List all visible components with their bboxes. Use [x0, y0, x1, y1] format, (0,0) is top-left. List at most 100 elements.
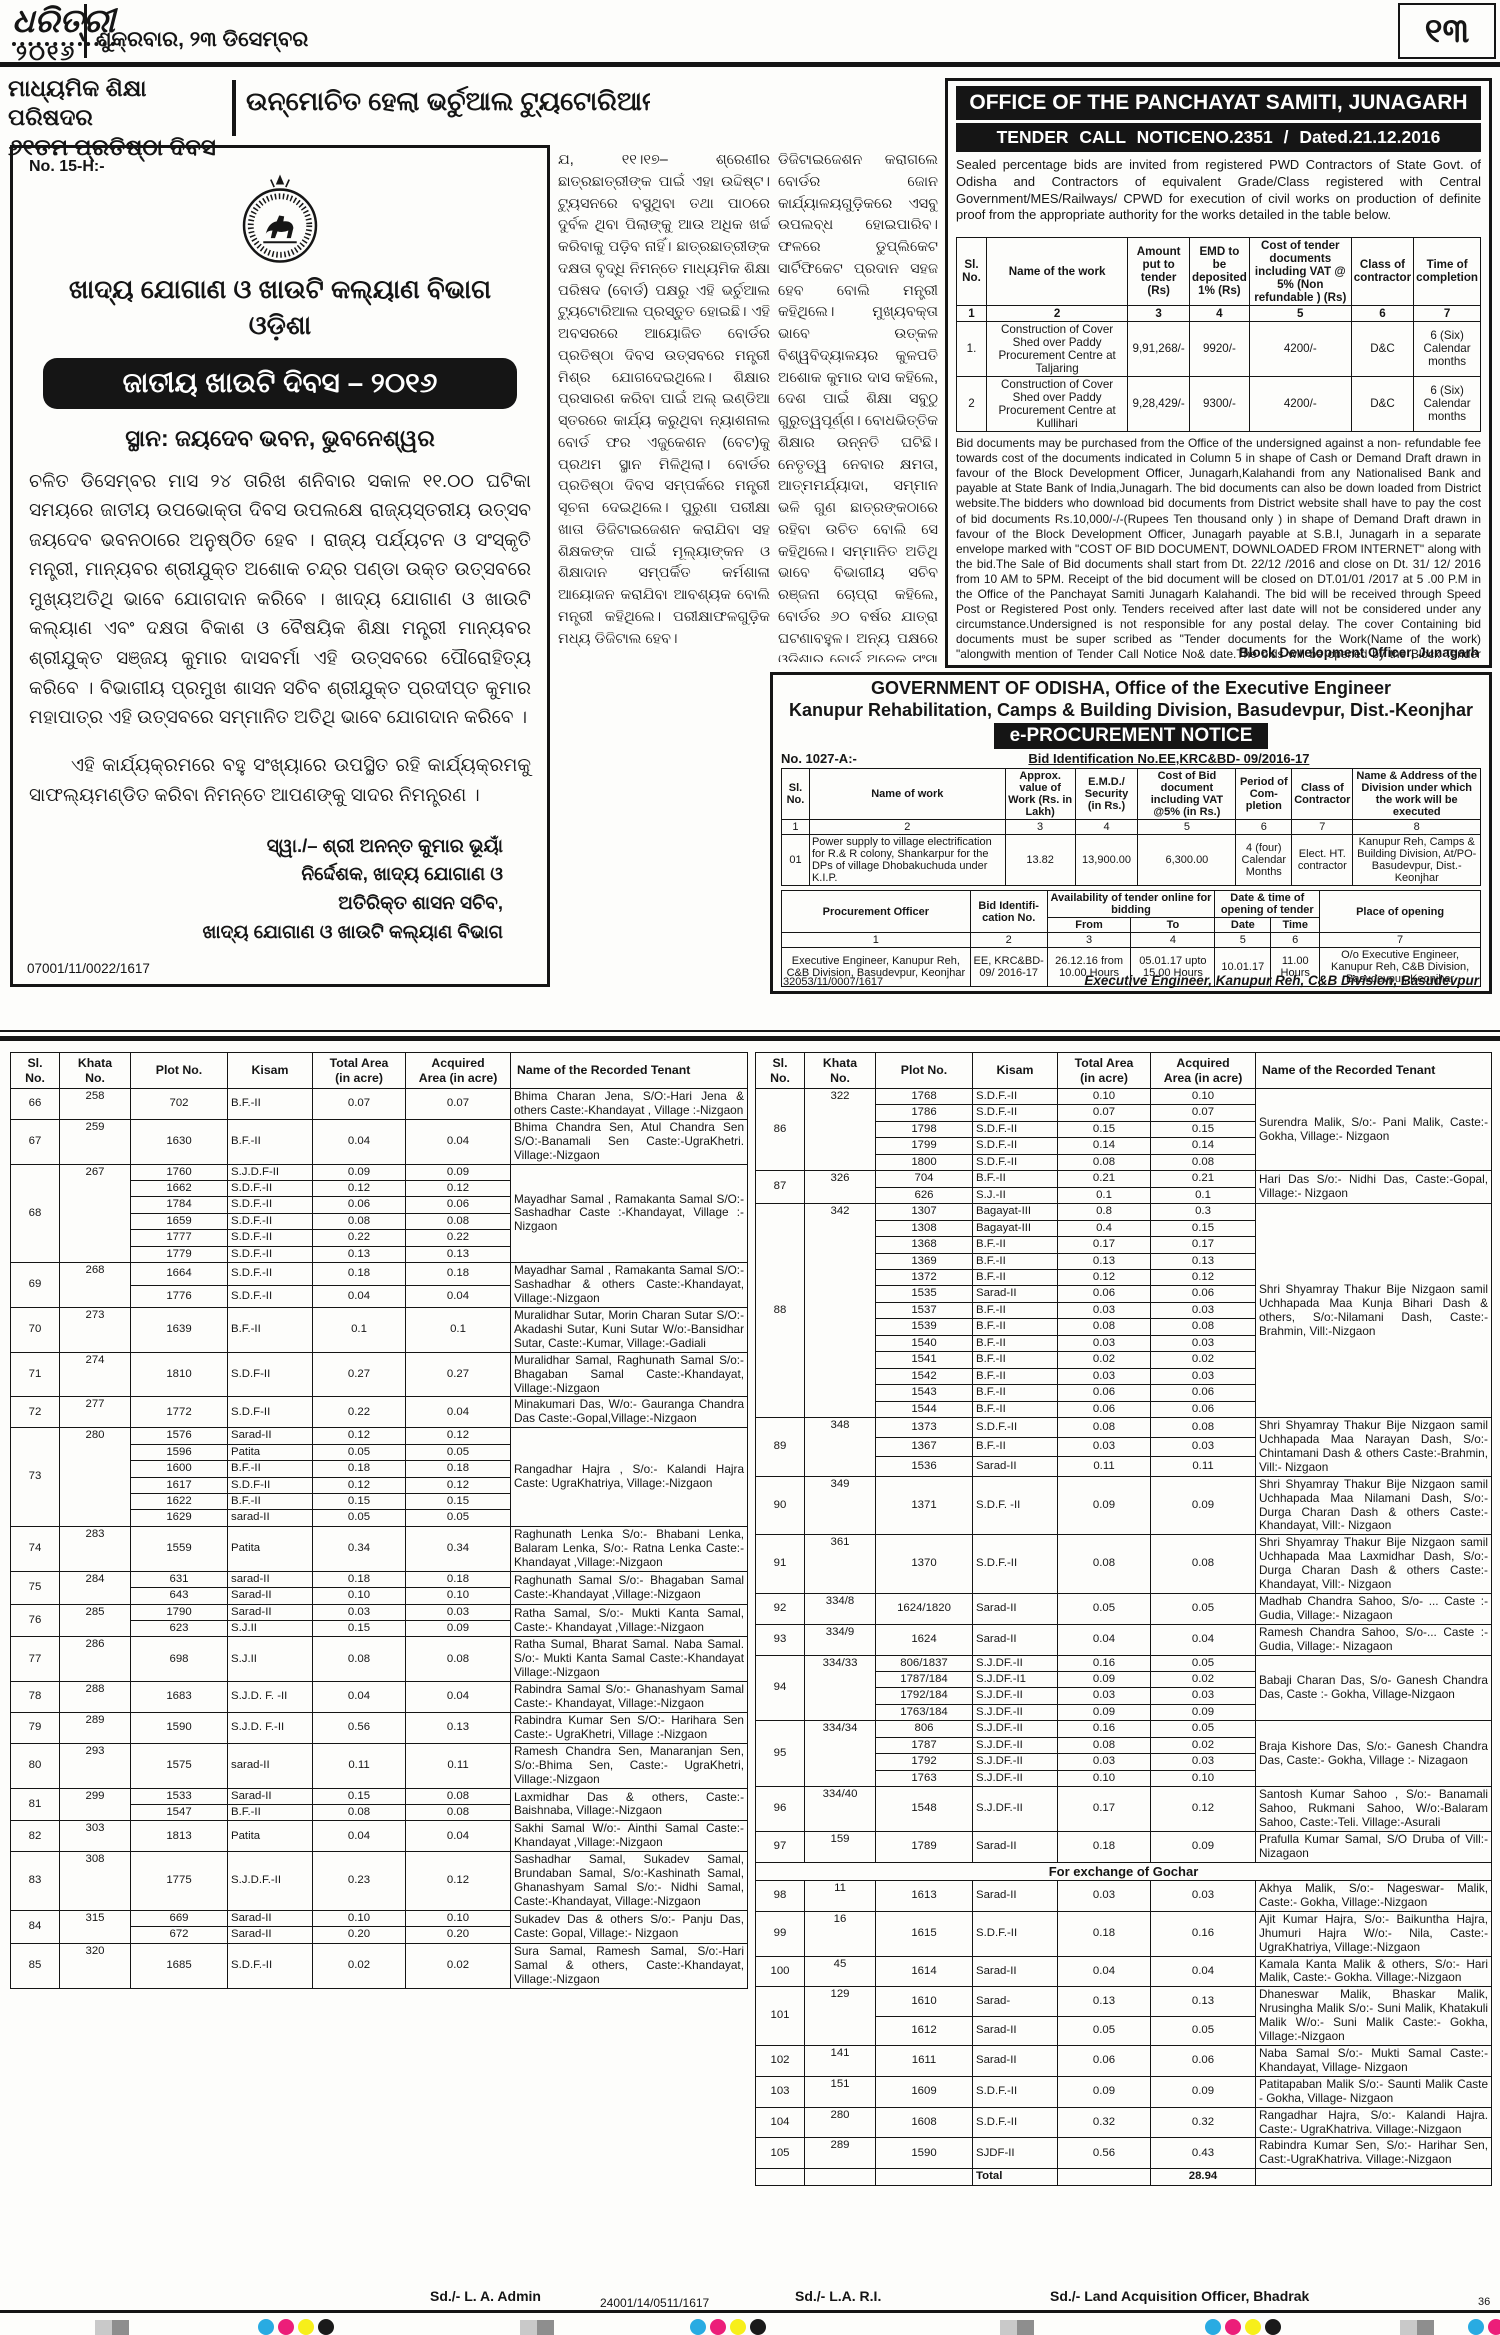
kisam: S.D.F.-II	[227, 1284, 313, 1308]
acquired-area: 0.04	[1150, 1623, 1256, 1656]
plot-number: 626	[875, 1186, 973, 1205]
serial-number: 67	[10, 1118, 60, 1165]
serial-number: 74	[10, 1525, 60, 1572]
total-area: 0.13	[1057, 1252, 1151, 1270]
plot-number: 1373	[875, 1417, 973, 1438]
acquired-area: 0.04	[405, 1820, 511, 1853]
table-cell: 5	[1137, 819, 1237, 836]
total-area: 0.06	[312, 1196, 406, 1214]
column-header: Name of work	[808, 768, 1006, 821]
kisam: B.F.-II	[972, 1268, 1058, 1287]
recorded-tenant-name: Bhima Charan Jena, S/O:-Hari Jena & othe…	[510, 1088, 748, 1120]
column-header: Kisam	[227, 1052, 313, 1089]
column-header: From	[1046, 917, 1132, 934]
recorded-tenant-name: Hari Das S/o:- Nidhi Das, Caste:-Gopal, …	[1255, 1170, 1492, 1205]
plot-number: 1624	[875, 1623, 973, 1656]
table-row: 74 283 1559 Patita 0.34 0.34 Raghunath Lenka S…	[10, 1525, 748, 1572]
khata-number: 334/9	[804, 1623, 876, 1656]
table-row: 77 286 698 S.J.II 0.08 0.08 Ratha Sumal, Bhara…	[10, 1636, 748, 1683]
acquired-area: 0.09	[405, 1163, 511, 1181]
table-row: 1662 S.D.F.-II 0.12 0.12	[11, 1179, 748, 1198]
total-area: 0.09	[1057, 1475, 1151, 1536]
plot-number: 1547	[130, 1803, 228, 1822]
header-row: Sl. No. Khata No. Plot No. Kisam Total Area …	[755, 1052, 1492, 1089]
plot-number: 1372	[875, 1268, 973, 1287]
serial-number: 90	[755, 1475, 805, 1536]
column-header: Khata No.	[804, 1052, 876, 1089]
table-row: 1540 B.F.-II 0.03 0.03	[756, 1334, 1492, 1353]
table-row: 80 293 1575 sarad-II 0.11 0.11 Ramesh Chandra …	[10, 1742, 748, 1789]
table-cell: 13.82	[1004, 834, 1076, 887]
kisam: S.D.F-II	[227, 1351, 313, 1398]
plot-number: 1792	[875, 1753, 973, 1771]
table-row: 1763/184 S.J.DF.-II 0.09 0.09	[756, 1703, 1492, 1722]
table-cell: 7	[1319, 932, 1481, 949]
table-row: 1367 B.F.-II 0.03 0.03	[756, 1436, 1492, 1458]
signature-line: ସ୍ୱା./– ଶ୍ରୀ ଅନନ୍ତ କୁମାର ଭୂୟାଁ	[266, 834, 503, 856]
acquired-area: 0.05	[1150, 2015, 1256, 2047]
total-area: 0.16	[1057, 1654, 1151, 1673]
plot-number: 1370	[875, 1534, 973, 1594]
kisam: sarad-II	[227, 1509, 313, 1527]
kisam: Patita	[227, 1525, 313, 1572]
plot-number: 1600	[130, 1460, 228, 1478]
table-cell: Kanupur Reh, Camps & Building Division, …	[1352, 834, 1481, 887]
acquired-area: 0.03	[1150, 1753, 1256, 1771]
plot-number: 1536	[875, 1456, 973, 1477]
kisam: S.J.DF.-II	[972, 1703, 1058, 1722]
total-area: 0.1	[1057, 1186, 1151, 1205]
table-row: 1622 B.F.-II 0.15 0.15	[11, 1493, 748, 1511]
kisam: S.D.F.-II	[227, 1245, 313, 1264]
table-cell: D&C	[1350, 375, 1415, 432]
total-area: 0.23	[312, 1851, 406, 1911]
acquired-area: 0.05	[1150, 1592, 1256, 1625]
khata-number: 151	[804, 2075, 876, 2108]
plot-number: 1776	[130, 1284, 228, 1308]
plot-number: 1790	[130, 1603, 228, 1622]
kisam: B.F.-II	[227, 1493, 313, 1511]
table-cell: 7	[1291, 819, 1354, 836]
table-cell: D&C	[1350, 320, 1415, 377]
plot-number: 1609	[875, 2075, 973, 2108]
kisam: Bagayat-III	[972, 1203, 1058, 1221]
table-cell: 4 (four) Calendar Months	[1235, 834, 1293, 887]
plot-number: 1787	[875, 1736, 973, 1755]
acquired-area: 0.08	[405, 1636, 511, 1683]
table-row: 1547 B.F.-II 0.08 0.08	[11, 1803, 748, 1822]
kisam: B.F.-II	[227, 1088, 313, 1120]
khata-number: 289	[59, 1712, 131, 1744]
serial-number: 72	[10, 1396, 60, 1429]
khata-number: 273	[59, 1306, 131, 1353]
acquired-area: 0.10	[1150, 1769, 1256, 1788]
table-cell: 6 (Six) Calendar months	[1413, 320, 1481, 377]
total-acquired-area: 28.94	[1150, 2168, 1256, 2186]
column-header: Amount put to tender (Rs)	[1127, 236, 1191, 306]
kisam: Sarad-II	[972, 2015, 1058, 2047]
column-header: Acquired Area (in acre)	[1150, 1052, 1256, 1089]
tender-office-title: OFFICE OF THE PANCHAYAT SAMITI, JUNAGARH	[956, 86, 1481, 120]
kisam: Sarad-II	[972, 1830, 1058, 1863]
total-area: 0.04	[312, 1681, 406, 1713]
serial-number: 68	[10, 1163, 60, 1264]
production-number: 36	[1478, 2296, 1491, 2308]
total-area: 0.17	[1057, 1786, 1151, 1832]
plot-number: 1630	[130, 1118, 228, 1165]
total-area: 0.18	[1057, 1910, 1151, 1957]
table-row: 68 267 1760 S.J.D.F-II 0.09 0.09 Mayadhar Sama…	[10, 1163, 748, 1264]
registration-mark-gray	[1000, 2320, 1034, 2335]
plot-number: 1664	[130, 1262, 228, 1286]
plot-number: 1624/1820	[875, 1592, 973, 1625]
serial-number: 91	[755, 1534, 805, 1594]
kisam: SJDF-II	[972, 2137, 1058, 2170]
kisam: Patita	[227, 1820, 313, 1853]
signature-line: ଅତିରିକ୍ତ ଶାସନ ସଚିବ,	[338, 891, 503, 913]
acquired-area: 0.11	[1150, 1456, 1256, 1477]
kisam: B.F.-II	[972, 1236, 1058, 1254]
plot-number: 643	[130, 1587, 228, 1605]
serial-number: 69	[10, 1262, 60, 1308]
column-header: Cost of tender documents including VAT @…	[1248, 236, 1352, 306]
registration-mark-gray	[520, 2320, 554, 2335]
total-area: 0.07	[312, 1088, 406, 1120]
kisam: S.D.F.-II	[972, 1104, 1058, 1122]
